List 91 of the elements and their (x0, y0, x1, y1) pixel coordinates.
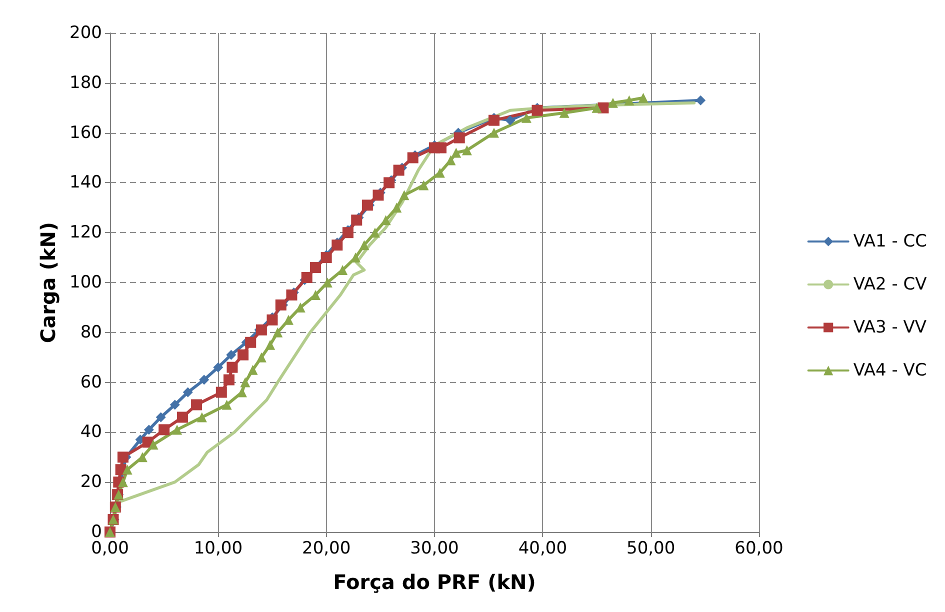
point (199, 374, 210, 385)
y-tick-label: 160 (70, 122, 102, 143)
point (144, 424, 154, 435)
point (392, 202, 402, 213)
point (275, 299, 286, 310)
point (393, 164, 404, 176)
legend-label: VA1 - CC (853, 232, 928, 252)
y-tick-label: 140 (70, 172, 102, 193)
y-tick-label: 120 (70, 222, 102, 243)
point (384, 177, 395, 188)
point (338, 265, 348, 276)
point (301, 272, 312, 284)
point (213, 362, 224, 372)
x-tick-label: 30,00 (410, 538, 459, 558)
point (310, 290, 321, 300)
y-tick-label: 40 (80, 422, 102, 442)
y-tick-label: 80 (80, 322, 102, 342)
point (222, 400, 232, 410)
point (265, 340, 276, 350)
point (608, 98, 618, 108)
point (245, 336, 256, 348)
point (399, 190, 410, 200)
point (176, 412, 188, 423)
point (332, 240, 343, 251)
point (342, 227, 354, 238)
point (559, 108, 570, 118)
point (216, 386, 227, 398)
point (266, 314, 278, 326)
x-tick-label: 10,00 (194, 538, 243, 558)
point (407, 152, 418, 164)
point (372, 190, 384, 201)
point (624, 95, 634, 106)
point (380, 215, 391, 226)
y-tick-label: 180 (70, 72, 102, 93)
point (592, 102, 602, 113)
point (505, 115, 516, 126)
point (248, 364, 258, 375)
point (488, 114, 500, 126)
point (148, 440, 158, 450)
point (351, 214, 362, 226)
point (256, 324, 267, 336)
point (454, 132, 465, 144)
point (370, 228, 380, 238)
point (137, 452, 148, 462)
point (446, 155, 456, 166)
point (462, 145, 472, 156)
point (191, 399, 202, 410)
point (196, 412, 207, 422)
point (488, 128, 499, 138)
point (117, 452, 128, 463)
point (350, 252, 361, 263)
point (226, 362, 238, 373)
x-tick-label: 60,00 (734, 538, 784, 558)
legend-label: VA3 - VV (853, 318, 927, 338)
x-tick-label: 20,00 (302, 538, 351, 558)
y-tick-label: 200 (70, 23, 102, 43)
point (226, 350, 236, 360)
legend-label: VA2 - CV (853, 274, 928, 294)
point (418, 180, 429, 190)
point (283, 314, 294, 325)
point (696, 95, 706, 106)
point (272, 327, 283, 338)
point (286, 289, 298, 300)
legend-label: VA4 - VC (853, 360, 927, 380)
point (122, 464, 132, 475)
point (240, 377, 250, 388)
x-tick-label: 50,00 (626, 538, 676, 558)
point (223, 374, 234, 386)
x-tick-label: 40,00 (518, 538, 568, 558)
x-axis-title: Força do PRF (kN) (333, 570, 536, 594)
point (320, 252, 332, 264)
point (638, 92, 648, 103)
point (236, 387, 247, 398)
point (182, 387, 193, 398)
y-tick-label: 100 (70, 272, 102, 292)
y-tick-label: 20 (80, 472, 102, 492)
y-axis-title: Carga (kN) (36, 222, 60, 344)
point (434, 168, 445, 178)
point (362, 200, 373, 211)
point (521, 112, 532, 123)
point (158, 424, 170, 436)
point (256, 352, 266, 362)
point (532, 104, 543, 116)
point (359, 240, 370, 250)
point (451, 148, 462, 158)
point (172, 424, 182, 435)
point (170, 400, 180, 410)
point (156, 412, 166, 422)
point (238, 349, 249, 360)
y-tick-label: 60 (80, 372, 102, 392)
point (435, 142, 446, 154)
